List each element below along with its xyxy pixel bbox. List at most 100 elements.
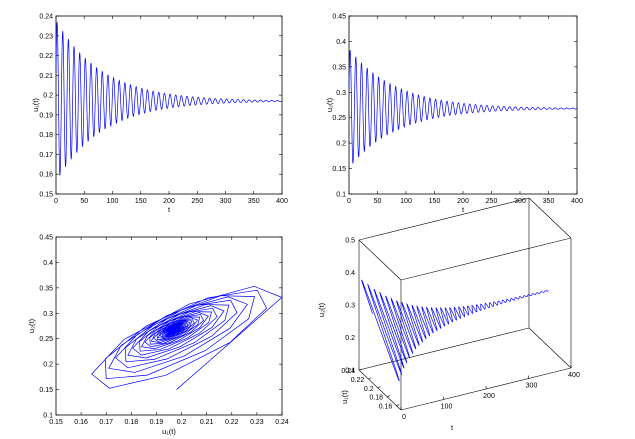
u1-tick-mark [396,404,400,406]
y-tick-label: 0.21 [39,73,53,80]
u1-tick-label: 0.24 [341,368,355,375]
y-tick-label: 0.2 [43,362,53,369]
box-edge [358,327,530,371]
y-tick-label: 0.19 [39,112,53,119]
t-tick-label: 400 [568,372,580,379]
y-tick-label: 0.4 [43,260,53,267]
x-tick-label: 0.23 [250,419,264,426]
y-tick-label: 0.35 [332,64,346,71]
x-tick-label: 50 [374,198,382,205]
x-tick-label: 0.19 [150,419,164,426]
x-tick-label: 200 [457,198,469,205]
box-edge [358,239,402,281]
phase-trajectory-line [91,285,283,390]
x-tick-label: 250 [191,198,203,205]
x-tick-label: 100 [400,198,412,205]
u2-series-line [348,49,578,164]
x-tick-label: 0 [54,198,58,205]
y-tick-label: 0.35 [39,285,53,292]
y-tick-label: 0.15 [332,166,346,173]
axis-ticks: 0 50 100 150 200 250 300 350 400 0.1 0.15 0.2 0.25 0.… [332,14,583,206]
x-tick-label: 0.15 [49,419,63,426]
box-edge [528,327,572,369]
u2-tick-label: 0.4 [345,270,355,277]
x-tick-label: 150 [429,198,441,205]
y-tick-label: 0.15 [39,387,53,394]
y-tick-label: 0.1 [336,192,346,199]
y-tick-label: 0.3 [43,311,53,318]
plot-u2-vs-t: 0 50 100 150 200 250 300 350 400 0.1 0.15 0.2 0.25 0.… [325,14,583,215]
x-tick-label: 0.24 [275,419,289,426]
plot-3d-trajectory: 0.1 0.2 0.3 0.4 0.5 0.16 0.18 0.2 0.22 0.24 0 100 20… [317,197,580,432]
y-tick-label: 0.45 [332,14,346,21]
y-tick-label: 0.24 [39,14,53,21]
y-tick-label: 0.2 [43,93,53,100]
x-tick-label: 350 [543,198,555,205]
plot-phase-portrait: 0.15 0.16 0.17 0.18 0.19 0.2 0.21 0.22 0.23 0.24 0… [27,235,289,437]
u2-axis-label: u₂(t) [317,302,326,317]
x-tick-label: 200 [163,198,175,205]
y-axis-label: u₂(t) [27,318,36,333]
box-edge [358,197,530,241]
u1-tick-label: 0.22 [351,377,365,384]
x-tick-label: 400 [276,198,288,205]
x-axis-label: u₁(t) [162,427,176,436]
x-tick-label: 0.22 [225,419,239,426]
t-tick-label: 100 [441,404,453,411]
axis-ticks: 0 50 100 150 200 250 300 350 400 0.15 0.16 0.17 0.18… [39,14,288,206]
axes-box [55,15,283,195]
axes-box [348,15,578,195]
y-tick-label: 0.17 [39,152,53,159]
y-tick-label: 0.3 [336,90,346,97]
u1-tick-mark [386,395,391,397]
u1-series-line [55,21,283,176]
x-tick-label: 0 [347,198,351,205]
t-tick-label: 200 [483,393,495,400]
x-tick-label: 250 [486,198,498,205]
y-tick-label: 0.15 [39,192,53,199]
u2-tick-label: 0.1 [345,368,355,375]
y-tick-label: 0.25 [39,336,53,343]
y-tick-label: 0.22 [39,53,53,60]
y-axis-label: u₁(t) [31,98,40,112]
box-edge [358,369,402,411]
y-tick-label: 0.18 [39,132,53,139]
x-tick-label: 0.21 [200,419,214,426]
box-edge [528,197,572,239]
u1-tick-mark [368,377,372,380]
x-tick-label: 0.18 [125,419,139,426]
x-tick-label: 150 [135,198,147,205]
t-tick-label: 0 [402,414,406,421]
y-tick-label: 0.2 [336,141,346,148]
axis-ticks: 0.1 0.2 0.3 0.4 0.5 0.16 0.18 0.2 0.22 0.24 0 100 20… [341,238,580,422]
y-axis-label: u₂(t) [325,97,334,112]
x-axis-label: t [462,205,465,214]
y-tick-label: 0.4 [336,39,346,46]
3d-trajectory-line [361,279,550,382]
u1-axis-label: u₁(t) [340,390,349,404]
u1-tick-mark [358,368,363,371]
u1-tick-label: 0.18 [369,395,383,402]
axis-ticks: 0.15 0.16 0.17 0.18 0.19 0.2 0.21 0.22 0.23 0.24 0… [39,235,289,427]
x-tick-label: 300 [220,198,232,205]
y-tick-label: 0.1 [43,413,53,420]
x-tick-label: 350 [248,198,260,205]
x-tick-label: 0.2 [177,419,187,426]
x-axis-label: t [168,205,171,214]
u1-tick-label: 0.2 [364,386,374,393]
x-tick-label: 0.17 [99,419,113,426]
x-tick-label: 400 [571,198,583,205]
x-tick-label: 0.16 [74,419,88,426]
u2-tick-label: 0.2 [345,335,355,342]
u2-tick-label: 0.3 [345,303,355,310]
plot-u1-vs-t: 0 50 100 150 200 250 300 350 400 0.15 0.16 0.17 0.18… [31,14,288,215]
t-axis-label: t [451,423,454,432]
x-tick-label: 100 [107,198,119,205]
box-edge [400,237,572,281]
u2-tick-label: 0.5 [345,238,355,245]
x-tick-label: 300 [514,198,526,205]
y-tick-label: 0.25 [332,115,346,122]
u1-tick-label: 0.16 [379,404,393,411]
u1-tick-mark [377,386,381,389]
